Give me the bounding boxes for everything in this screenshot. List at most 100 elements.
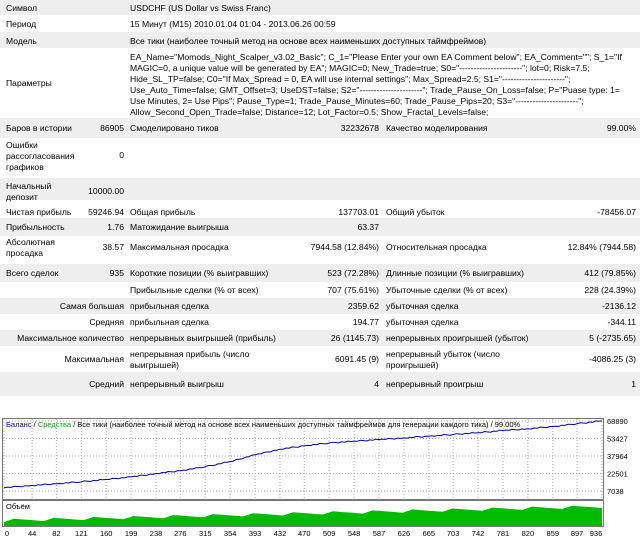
legend-balance: Баланс — [6, 420, 32, 429]
avg-loss-value: -344.11 — [607, 317, 636, 327]
y-tick-label: 68890 — [607, 418, 628, 426]
y-axis-ticks: 7038 22501 37964 53427 68890 — [607, 417, 628, 496]
quality-value: 99.00% — [606, 123, 636, 133]
x-axis-ticks: 0 44 82 121 160 199 238 276 315 354 393 432 470 509 54… — [5, 529, 602, 538]
total-trades-label: Всего сделок — [6, 268, 59, 278]
params-label: Параметры — [6, 78, 52, 88]
x-tick-label: 703 — [447, 529, 460, 538]
x-tick-label: 859 — [547, 529, 560, 538]
profit-factor-value: 1.76 — [107, 222, 124, 232]
max-consec-profit-label: непрерывная прибыль (число выигрышей) — [130, 349, 250, 370]
long-positions-label: Длинные позиции (% выигравших) — [386, 268, 525, 278]
volume-area — [4, 505, 602, 526]
max-consec-wins-value: 26 (1145.73) — [330, 333, 379, 343]
y-tick-label: 22501 — [607, 470, 628, 479]
x-tick-label: 936 — [590, 529, 603, 538]
avg-profit-label: прибыльная сделка — [130, 317, 209, 327]
gross-loss-value: -78456.07 — [597, 207, 636, 217]
x-tick-label: 315 — [199, 529, 212, 538]
period-label: Период — [6, 19, 37, 29]
x-tick-label: 199 — [125, 529, 138, 538]
row-band — [0, 298, 640, 314]
total-trades-value: 935 — [109, 268, 124, 278]
symbol-label: Символ — [6, 3, 37, 13]
params-value: EA_Name="Momods_Night_Scalper_v3.02_Basi… — [130, 52, 622, 117]
x-tick-label: 238 — [150, 529, 163, 538]
x-tick-label: 393 — [249, 529, 262, 538]
legend-separator: / — [32, 420, 38, 429]
symbol-value: USDCHF (US Dollar vs Swiss Franc) — [130, 3, 271, 13]
y-tick-label: 7038 — [607, 487, 624, 496]
profit-trades-label: Прибыльные сделки (% от всех) — [130, 285, 259, 295]
x-tick-label: 0 — [5, 529, 9, 538]
loss-trades-value: 228 (24.39%) — [584, 285, 636, 295]
x-tick-label: 160 — [100, 529, 113, 538]
max-consec-profit-value: 6091.45 (9) — [335, 354, 379, 364]
bars-label: Баров в истории — [6, 123, 72, 133]
avg-consec-losses-label: непрерывный проигрыш — [386, 379, 484, 389]
errors-value: 0 — [119, 150, 124, 160]
deposit-value: 10000.00 — [88, 186, 124, 196]
errors-label: Ошибки рассогласования графиков — [6, 140, 75, 172]
x-tick-label: 276 — [174, 529, 187, 538]
deposit-label: Начальный депозит — [6, 181, 52, 202]
main-plot-frame — [2, 418, 604, 500]
x-tick-label: 509 — [323, 529, 336, 538]
quality-label: Качество моделирования — [386, 123, 488, 133]
x-tick-label: 626 — [398, 529, 411, 538]
maximal-label: Максимальная — [64, 354, 124, 364]
x-tick-label: 587 — [373, 529, 386, 538]
x-tick-label: 354 — [224, 529, 237, 538]
row-band — [0, 0, 640, 15]
balance-chart-svg: Баланс / Средства / Все тики (наиболее т… — [2, 417, 628, 538]
abs-drawdown-label: Абсолютная просадка — [6, 237, 55, 258]
legend-equity: Средства — [38, 420, 72, 429]
expected-payoff-value: 63.37 — [357, 222, 379, 232]
x-tick-label: 781 — [497, 529, 510, 538]
model-value: Все тики (наиболее точный метод на основ… — [130, 36, 487, 46]
row-band — [0, 32, 640, 48]
gross-loss-label: Общий убыток — [386, 207, 445, 217]
largest-loss-label: убыточная сделка — [386, 301, 459, 311]
row-band — [0, 218, 640, 236]
gross-profit-label: Общая прибыль — [130, 207, 196, 217]
abs-drawdown-value: 38.57 — [102, 242, 124, 252]
row-band — [0, 330, 640, 346]
avg-loss-label: убыточная сделка — [386, 317, 459, 327]
max-consec-loss-label: непрерывный убыток (число проигрышей) — [386, 349, 500, 370]
x-tick-label: 665 — [423, 529, 436, 538]
x-tick-label: 897 — [571, 529, 584, 538]
avg-profit-value: 194.77 — [352, 317, 379, 327]
expected-payoff-label: Матожидание выигрыша — [130, 222, 229, 232]
short-positions-label: Короткие позиции (% выигравших) — [130, 268, 269, 278]
gross-profit-value: 137703.01 — [338, 207, 379, 217]
short-positions-value: 523 (72.28%) — [327, 268, 379, 278]
y-tick-label: 53427 — [607, 435, 628, 444]
largest-loss-value: -2136.12 — [602, 301, 636, 311]
net-profit-value: 59246.94 — [88, 207, 124, 217]
x-tick-label: 548 — [348, 529, 361, 538]
row-band — [0, 178, 640, 200]
x-tick-label: 44 — [28, 529, 36, 538]
max-drawdown-value: 7944.58 (12.84%) — [310, 242, 379, 252]
volume-label: Объём — [6, 502, 30, 511]
max-consec-wins-label: непрерывных выигрышей (прибыль) — [130, 333, 276, 343]
row-band — [0, 372, 640, 396]
avg-consec-label: Средний — [89, 379, 124, 389]
avg-consec-losses-value: 1 — [631, 379, 636, 389]
bars-value: 86905 — [100, 123, 124, 133]
loss-trades-label: Убыточные сделки (% от всех) — [386, 285, 508, 295]
chart-grid — [3, 419, 603, 499]
x-tick-label: 470 — [298, 529, 311, 538]
ticks-value: 32232678 — [340, 123, 379, 133]
row-band — [0, 264, 640, 282]
long-positions-value: 412 (79.85%) — [584, 268, 636, 278]
ticks-label: Смоделировано тиков — [130, 123, 219, 133]
legend-description: / Все тики (наиболее точный метод на осн… — [71, 420, 520, 429]
profit-trades-value: 707 (75.61%) — [327, 285, 379, 295]
row-band — [0, 118, 640, 138]
largest-label: Самая большая — [59, 301, 124, 311]
average-label: Средняя — [89, 317, 124, 327]
model-label: Модель — [6, 36, 37, 46]
profit-factor-label: Прибыльность — [6, 222, 65, 232]
